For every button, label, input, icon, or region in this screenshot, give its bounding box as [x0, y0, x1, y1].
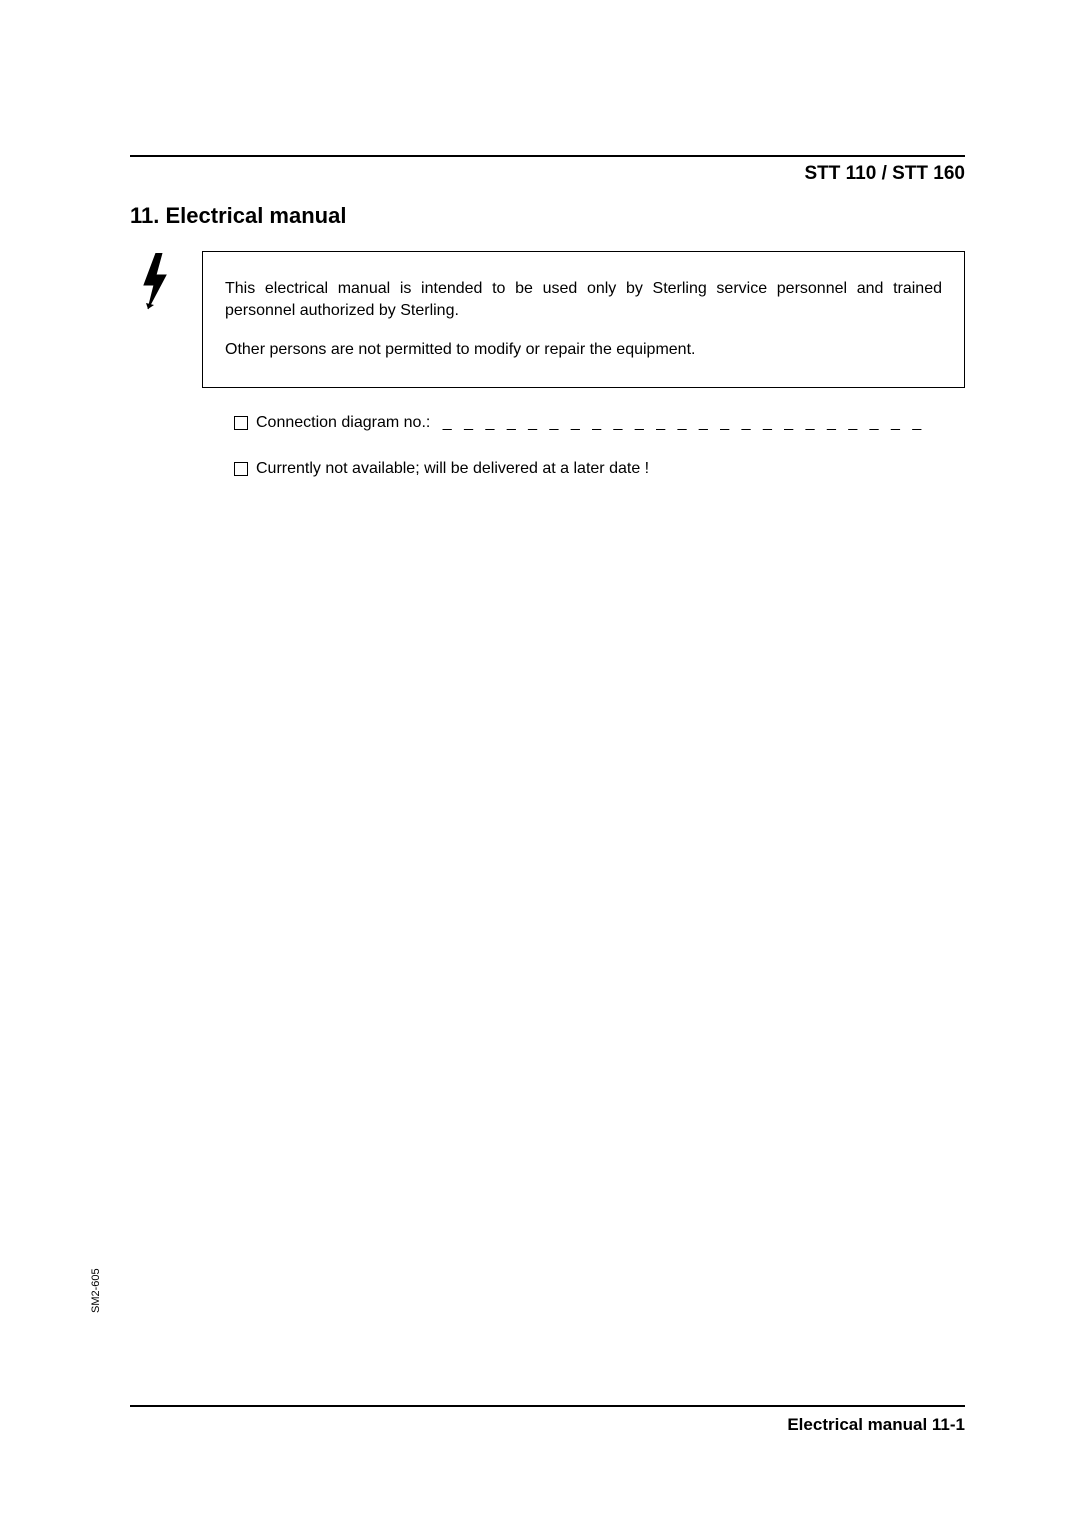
checkbox-item-2: Currently not available; will be deliver…: [234, 460, 965, 478]
side-document-code: SM2-605: [90, 1268, 102, 1313]
notice-paragraph-1: This electrical manual is intended to be…: [225, 278, 942, 321]
connection-diagram-label: Connection diagram no.:: [256, 414, 430, 431]
model-number: STT 110 / STT 160: [130, 163, 965, 185]
footer-page-label: Electrical manual 11-1: [130, 1415, 965, 1435]
notice-paragraph-2: Other persons are not permitted to modif…: [225, 339, 942, 361]
footer-rule: [130, 1405, 965, 1407]
checkbox-label-1: Connection diagram no.: _ _ _ _ _ _ _ _ …: [256, 414, 925, 432]
checkbox-icon: [234, 416, 248, 430]
document-page: STT 110 / STT 160 11. Electrical manual …: [0, 0, 1080, 1525]
lightning-icon: [136, 253, 174, 325]
content-row: This electrical manual is intended to be…: [130, 251, 965, 388]
notice-box: This electrical manual is intended to be…: [202, 251, 965, 388]
footer: Electrical manual 11-1: [130, 1405, 965, 1435]
checkbox-item-1: Connection diagram no.: _ _ _ _ _ _ _ _ …: [234, 414, 965, 432]
checkbox-icon: [234, 462, 248, 476]
header-rule: [130, 155, 965, 157]
checkbox-list: Connection diagram no.: _ _ _ _ _ _ _ _ …: [234, 414, 965, 478]
section-title: 11. Electrical manual: [130, 203, 965, 229]
connection-diagram-blanks: _ _ _ _ _ _ _ _ _ _ _ _ _ _ _ _ _ _ _ _ …: [443, 414, 925, 431]
checkbox-label-2: Currently not available; will be deliver…: [256, 460, 649, 478]
